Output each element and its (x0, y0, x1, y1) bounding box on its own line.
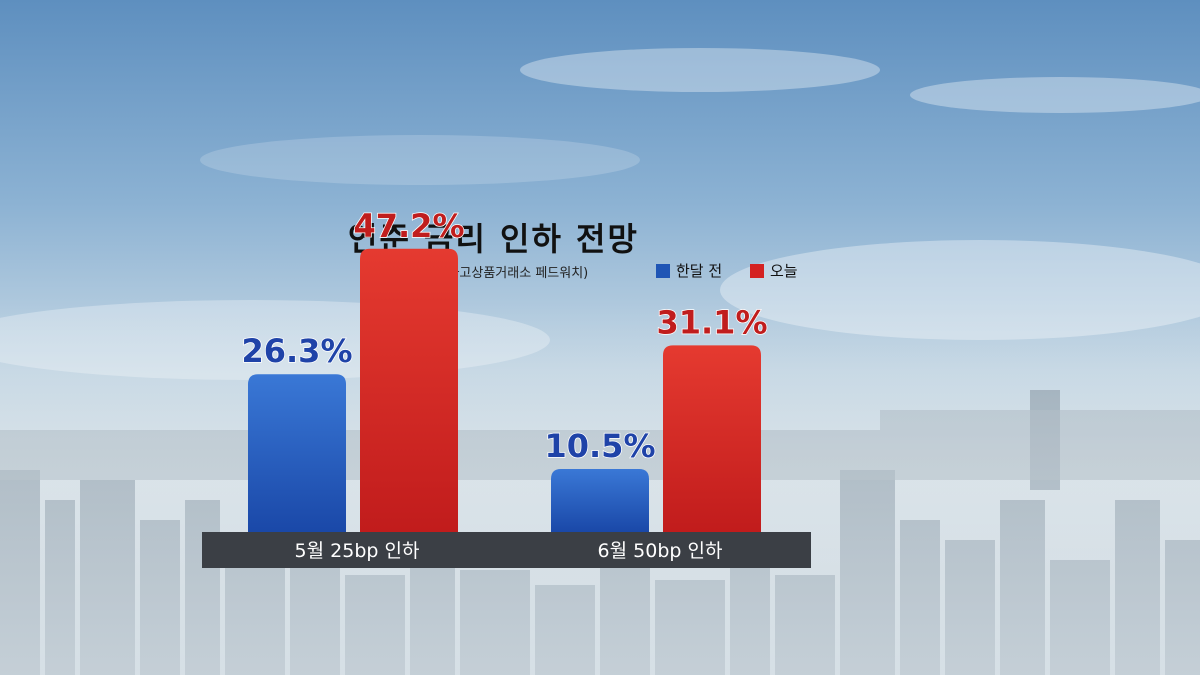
category-label-1: 6월 50bp 인하 (598, 540, 723, 562)
bar-before-0 (248, 374, 346, 532)
category-label-0: 5월 25bp 인하 (295, 540, 420, 562)
legend-label-today: 오늘 (770, 262, 798, 280)
legend-item-before: 한달 전 (656, 260, 722, 281)
legend-swatch-before (656, 263, 670, 278)
legend-label-before: 한달 전 (676, 262, 723, 280)
bar-today-0 (360, 248, 458, 533)
legend-item-today: 오늘 (750, 260, 798, 281)
category-bar-0 (202, 532, 508, 568)
category-bar-1 (505, 532, 811, 568)
data-label-before-1: 10.5% (544, 427, 655, 465)
bar-today-1 (663, 345, 761, 532)
data-label-today-0: 47.2% (353, 207, 464, 245)
legend-swatch-today (750, 263, 764, 278)
data-label-today-1: 31.1% (656, 303, 767, 341)
bar-before-1 (551, 469, 649, 532)
data-label-before-0: 26.3% (241, 332, 352, 370)
